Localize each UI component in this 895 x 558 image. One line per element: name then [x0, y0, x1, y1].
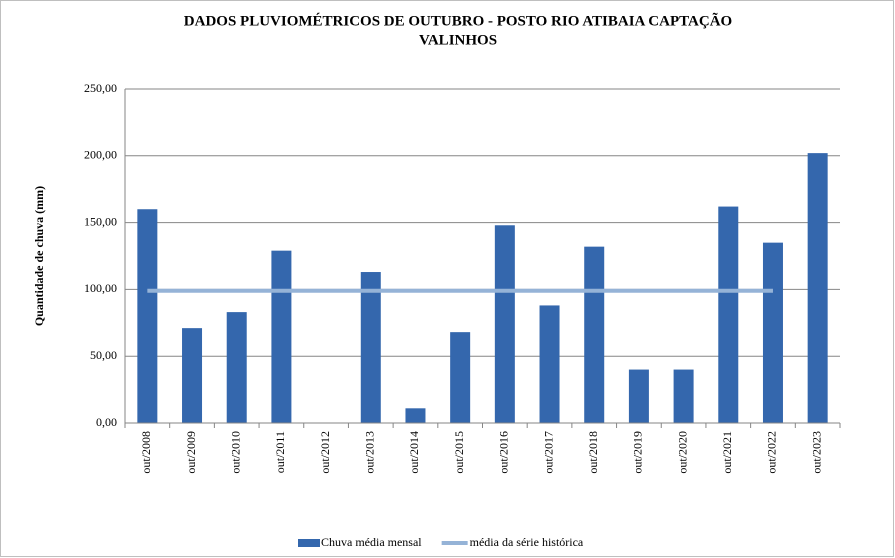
x-tick-label: out/2012 — [318, 431, 332, 474]
y-tick-label: 100,00 — [84, 281, 117, 295]
x-tick-label: out/2022 — [765, 431, 779, 474]
bar — [360, 272, 381, 423]
y-tick-label: 0,00 — [96, 415, 117, 429]
bar — [807, 153, 828, 424]
x-tick-label: out/2010 — [228, 431, 242, 474]
y-tick-label: 200,00 — [84, 148, 117, 162]
y-tick-label: 150,00 — [84, 214, 117, 228]
bar — [450, 332, 471, 423]
y-axis-label: Quantidade de chuva (mm) — [32, 186, 46, 326]
x-tick-label: out/2008 — [139, 431, 153, 474]
bar — [405, 408, 426, 423]
bar — [137, 209, 158, 423]
x-tick-label: out/2009 — [184, 431, 198, 474]
x-tick-label: out/2011 — [273, 431, 287, 473]
x-tick-label: out/2019 — [631, 431, 645, 474]
bar — [584, 246, 605, 423]
bar — [762, 242, 783, 423]
y-tick-label: 50,00 — [90, 348, 117, 362]
x-tick-label: out/2023 — [809, 431, 823, 474]
chart-title: DADOS PLUVIOMÉTRICOS DE OUTUBRO - POSTO … — [184, 11, 732, 29]
bar — [539, 305, 560, 423]
bar — [182, 328, 203, 423]
x-tick-label: out/2021 — [720, 431, 734, 474]
x-tick-label: out/2016 — [497, 431, 511, 474]
bar — [226, 312, 247, 423]
x-tick-label: out/2017 — [541, 431, 555, 474]
bar — [628, 369, 649, 423]
bar — [271, 250, 292, 423]
x-tick-label: out/2018 — [586, 431, 600, 474]
legend-swatch — [298, 539, 320, 547]
legend-label: Chuva média mensal — [321, 535, 422, 549]
x-tick-label: out/2020 — [675, 431, 689, 474]
x-tick-label: out/2013 — [363, 431, 377, 474]
bar — [718, 206, 739, 423]
chart-title: VALINHOS — [419, 32, 497, 48]
bar — [673, 369, 694, 423]
legend-label: média da série histórica — [470, 535, 584, 549]
bar — [494, 225, 515, 423]
x-tick-label: out/2015 — [452, 431, 466, 474]
y-tick-label: 250,00 — [84, 81, 117, 95]
x-tick-label: out/2014 — [407, 431, 421, 474]
